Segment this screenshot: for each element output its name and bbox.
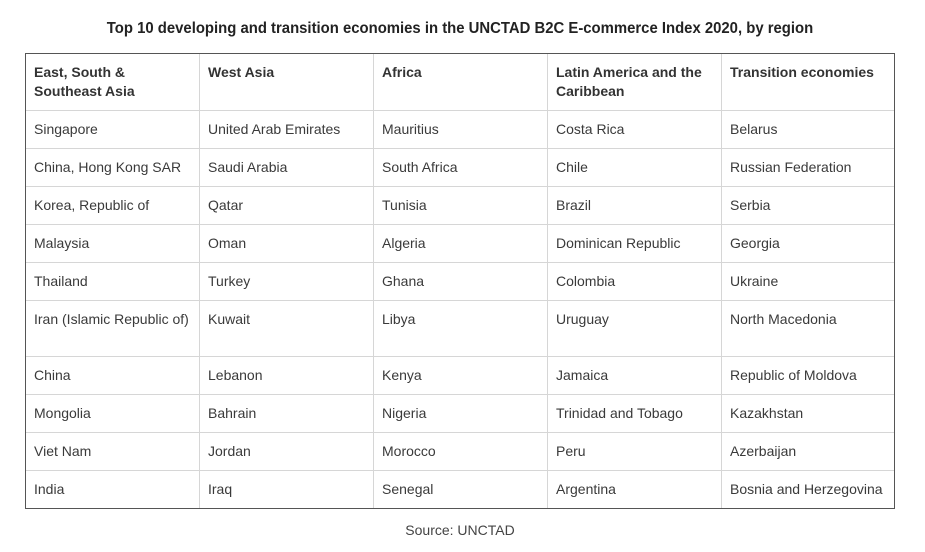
table-cell: Jordan	[199, 432, 374, 471]
table-cell: South Africa	[373, 148, 548, 187]
table-cell: United Arab Emirates	[199, 110, 374, 149]
table-cell: Tunisia	[373, 186, 548, 225]
table-cell: China	[25, 356, 200, 395]
table-cell: Bahrain	[199, 394, 374, 433]
table-cell: Colombia	[547, 262, 722, 301]
table-cell: Argentina	[547, 470, 722, 509]
table-cell: Nigeria	[373, 394, 548, 433]
column-header-west-asia: West Asia	[199, 53, 374, 111]
table-cell: Russian Federation	[721, 148, 895, 187]
table-cell: Mauritius	[373, 110, 548, 149]
table-row: India Iraq Senegal Argentina Bosnia and …	[25, 470, 895, 509]
table-cell: Malaysia	[25, 224, 200, 263]
table-cell: Morocco	[373, 432, 548, 471]
column-header-transition: Transition economies	[721, 53, 895, 111]
region-ranking-table: East, South & Southeast Asia West Asia A…	[25, 53, 895, 509]
table-cell: Korea, Republic of	[25, 186, 200, 225]
table-row: Malaysia Oman Algeria Dominican Republic…	[25, 224, 895, 263]
column-header-latin-america: Latin America and the Caribbean	[547, 53, 722, 111]
table-cell: Dominican Republic	[547, 224, 722, 263]
column-header-asia: East, South & Southeast Asia	[25, 53, 200, 111]
table-cell: Lebanon	[199, 356, 374, 395]
table-cell: Senegal	[373, 470, 548, 509]
table-cell: Azerbaijan	[721, 432, 895, 471]
table-cell: Costa Rica	[547, 110, 722, 149]
table-cell: Republic of Moldova	[721, 356, 895, 395]
column-header-africa: Africa	[373, 53, 548, 111]
table-cell: Thailand	[25, 262, 200, 301]
table-row: China Lebanon Kenya Jamaica Republic of …	[25, 356, 895, 395]
table-cell: Ukraine	[721, 262, 895, 301]
table-cell: Ghana	[373, 262, 548, 301]
table-header-row: East, South & Southeast Asia West Asia A…	[25, 53, 895, 111]
table-cell: Bosnia and Herzegovina	[721, 470, 895, 509]
table-row: China, Hong Kong SAR Saudi Arabia South …	[25, 148, 895, 187]
table-cell: Trinidad and Tobago	[547, 394, 722, 433]
table-cell: Mongolia	[25, 394, 200, 433]
table-cell: Turkey	[199, 262, 374, 301]
table-cell: Georgia	[721, 224, 895, 263]
table-cell: Serbia	[721, 186, 895, 225]
table-cell: Chile	[547, 148, 722, 187]
table-cell: Brazil	[547, 186, 722, 225]
source-note: Source: UNCTAD	[405, 522, 515, 538]
table-cell: Oman	[199, 224, 374, 263]
table-row: Iran (Islamic Republic of) Kuwait Libya …	[25, 300, 895, 357]
table-cell: Iraq	[199, 470, 374, 509]
table-cell: Kenya	[373, 356, 548, 395]
table-cell: India	[25, 470, 200, 509]
table-cell: Kazakhstan	[721, 394, 895, 433]
table-row: Viet Nam Jordan Morocco Peru Azerbaijan	[25, 432, 895, 471]
table-cell: Uruguay	[547, 300, 722, 357]
table-row: Mongolia Bahrain Nigeria Trinidad and To…	[25, 394, 895, 433]
table-cell: Qatar	[199, 186, 374, 225]
table-cell: Kuwait	[199, 300, 374, 357]
table-cell: Iran (Islamic Republic of)	[25, 300, 200, 357]
table-cell: Peru	[547, 432, 722, 471]
table-cell: Viet Nam	[25, 432, 200, 471]
table-cell: Algeria	[373, 224, 548, 263]
table-cell: North Macedonia	[721, 300, 895, 357]
table-cell: Jamaica	[547, 356, 722, 395]
table-title: Top 10 developing and transition economi…	[106, 20, 814, 37]
table-cell: China, Hong Kong SAR	[25, 148, 200, 187]
table-row: Singapore United Arab Emirates Mauritius…	[25, 110, 895, 149]
table-cell: Libya	[373, 300, 548, 357]
table-row: Thailand Turkey Ghana Colombia Ukraine	[25, 262, 895, 301]
table-row: Korea, Republic of Qatar Tunisia Brazil …	[25, 186, 895, 225]
table-cell: Belarus	[721, 110, 895, 149]
table-cell: Saudi Arabia	[199, 148, 374, 187]
table-cell: Singapore	[25, 110, 200, 149]
